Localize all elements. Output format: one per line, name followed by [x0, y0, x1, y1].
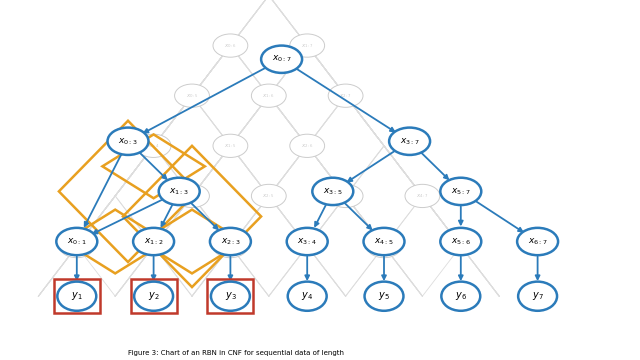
Ellipse shape	[440, 228, 481, 255]
Ellipse shape	[133, 228, 174, 255]
Text: $x_{4:6}$: $x_{4:6}$	[378, 242, 390, 250]
Ellipse shape	[442, 282, 480, 311]
Ellipse shape	[312, 178, 353, 205]
Ellipse shape	[518, 282, 557, 311]
Ellipse shape	[60, 234, 94, 258]
Ellipse shape	[405, 184, 440, 208]
Text: $x_{2:5}$: $x_{2:5}$	[262, 192, 275, 200]
Ellipse shape	[210, 228, 251, 255]
Text: $x_{3:5}$: $x_{3:5}$	[323, 186, 342, 197]
Ellipse shape	[261, 46, 302, 73]
Text: $y_{1}$: $y_{1}$	[71, 290, 83, 302]
Text: $x_{1:5}$: $x_{1:5}$	[224, 142, 237, 150]
Text: $x_{0:7}$: $x_{0:7}$	[272, 54, 291, 64]
Text: $x_{1:3}$: $x_{1:3}$	[170, 186, 189, 197]
Text: $x_{2:7}$: $x_{2:7}$	[339, 92, 352, 100]
Ellipse shape	[213, 234, 248, 258]
Ellipse shape	[517, 228, 558, 255]
Ellipse shape	[134, 282, 173, 311]
Ellipse shape	[440, 178, 481, 205]
Text: $x_{1:6}$: $x_{1:6}$	[262, 92, 275, 100]
Ellipse shape	[328, 84, 363, 107]
Text: $x_{0:4}$: $x_{0:4}$	[147, 142, 160, 150]
Text: $y_{3}$: $y_{3}$	[225, 290, 236, 302]
Text: $x_{0:1}$: $x_{0:1}$	[67, 236, 86, 247]
Ellipse shape	[389, 127, 430, 155]
Ellipse shape	[288, 282, 326, 311]
Ellipse shape	[211, 282, 250, 311]
Ellipse shape	[175, 84, 209, 107]
Text: $x_{0:2}$: $x_{0:2}$	[70, 242, 83, 250]
Text: $y_{7}$: $y_{7}$	[532, 290, 543, 302]
Text: $y_{6}$: $y_{6}$	[455, 290, 467, 302]
Ellipse shape	[365, 282, 403, 311]
Ellipse shape	[56, 228, 97, 255]
Ellipse shape	[58, 282, 96, 311]
Text: $x_{5:7}$: $x_{5:7}$	[451, 186, 470, 197]
Ellipse shape	[290, 134, 324, 157]
Text: $x_{0:5}$: $x_{0:5}$	[186, 92, 198, 100]
Text: $x_{3:7}$: $x_{3:7}$	[400, 136, 419, 147]
Text: $x_{2:6}$: $x_{2:6}$	[301, 142, 314, 150]
Text: $x_{6:7}$: $x_{6:7}$	[528, 236, 547, 247]
Text: $x_{0:3}$: $x_{0:3}$	[118, 136, 138, 147]
Ellipse shape	[367, 234, 401, 258]
Text: $x_{3:4}$: $x_{3:4}$	[298, 236, 317, 247]
Text: $x_{4:5}$: $x_{4:5}$	[374, 236, 394, 247]
Ellipse shape	[252, 184, 286, 208]
Ellipse shape	[159, 178, 200, 205]
Ellipse shape	[328, 184, 363, 208]
Text: $x_{1:2}$: $x_{1:2}$	[144, 236, 163, 247]
Text: Figure 3: Chart of an RBN in CNF for sequential data of length: Figure 3: Chart of an RBN in CNF for seq…	[128, 350, 344, 356]
Ellipse shape	[287, 228, 328, 255]
Ellipse shape	[213, 34, 248, 57]
Text: $x_{2:4}$: $x_{2:4}$	[224, 242, 237, 250]
Text: $x_{0:6}$: $x_{0:6}$	[224, 42, 237, 50]
Ellipse shape	[290, 34, 324, 57]
Ellipse shape	[213, 134, 248, 157]
Text: $y_{4}$: $y_{4}$	[301, 290, 313, 302]
Ellipse shape	[364, 228, 404, 255]
Text: $y_{2}$: $y_{2}$	[148, 290, 159, 302]
Text: $y_{5}$: $y_{5}$	[378, 290, 390, 302]
Text: $x_{1:4}$: $x_{1:4}$	[186, 192, 198, 200]
Ellipse shape	[108, 127, 148, 155]
Ellipse shape	[136, 134, 171, 157]
Ellipse shape	[252, 84, 286, 107]
Text: $x_{4:7}$: $x_{4:7}$	[416, 192, 429, 200]
Text: $x_{3:6}$: $x_{3:6}$	[339, 192, 352, 200]
Text: $x_{1:7}$: $x_{1:7}$	[301, 42, 314, 50]
Ellipse shape	[175, 184, 209, 208]
Text: $x_{5:6}$: $x_{5:6}$	[451, 236, 471, 247]
Text: $x_{2:3}$: $x_{2:3}$	[221, 236, 240, 247]
